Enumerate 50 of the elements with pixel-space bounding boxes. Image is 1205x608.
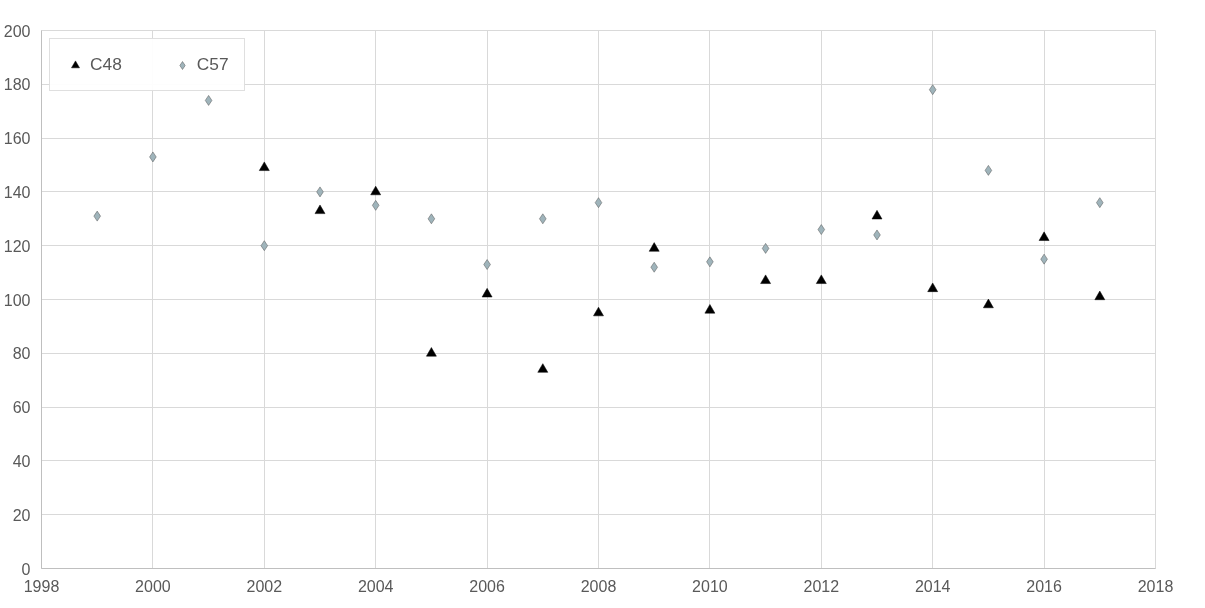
point [929,84,937,95]
point [871,210,883,220]
point [983,298,994,309]
y-tick-label: 0 [21,560,31,578]
point [259,161,270,171]
point [927,282,938,292]
point [704,304,716,314]
x-tick-label: 2012 [803,577,840,595]
x-tick-label: 2008 [580,577,617,595]
point [1096,197,1104,208]
y-tick-label: 60 [12,399,31,417]
point [260,240,268,251]
x-tick-label: 2002 [246,577,283,595]
point [762,243,770,254]
point [984,165,992,176]
legend-label: C48 [90,54,122,75]
point [537,363,549,373]
point [594,197,603,208]
point [593,306,604,317]
x-tick-label: 2010 [692,577,728,595]
point [205,95,213,106]
point [372,200,380,211]
point [314,204,326,214]
x-tick-label: 2018 [1137,577,1174,595]
point [370,185,381,196]
x-tick-label: 2004 [357,577,394,595]
point [1094,290,1106,300]
y-tick-label: 120 [3,237,31,255]
y-tick-label: 160 [3,130,31,148]
point [816,274,827,284]
legend-label: C57 [196,54,229,75]
y-tick-label: 20 [12,506,31,524]
x-tick-label: 2014 [914,577,951,595]
x-tick-label: 2006 [469,577,505,595]
point [481,288,493,298]
point [426,347,437,357]
y-tick-label: 140 [3,183,31,201]
point [1038,231,1050,241]
y-tick-label: 100 [3,291,31,309]
x-tick-label: 2000 [135,577,171,595]
y-tick-label: 40 [12,452,31,470]
x-tick-label: 2016 [1026,577,1062,595]
point [483,259,491,270]
point [760,274,771,284]
y-tick-label: 80 [12,345,31,363]
y-tick-label: 180 [3,76,31,94]
point [817,224,825,235]
y-tick-label: 200 [3,22,31,40]
point [648,242,660,252]
x-tick-label: 1998 [23,577,60,595]
